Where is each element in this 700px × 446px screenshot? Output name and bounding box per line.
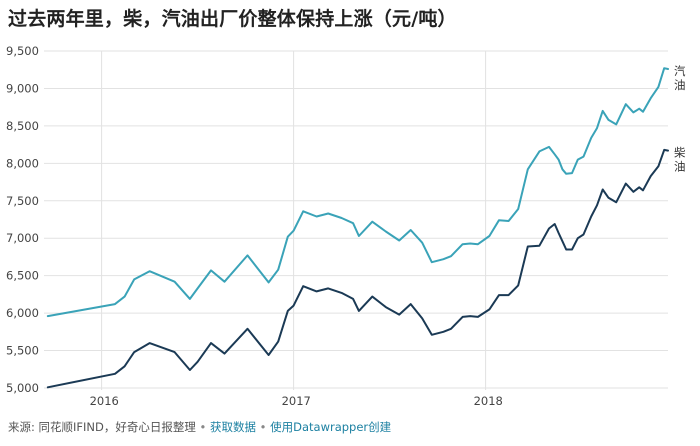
series-lines (46, 67, 669, 389)
y-tick-label: 9,000 (6, 81, 39, 95)
footer-bullet: • (199, 420, 207, 434)
get-data-link[interactable]: 获取数据 (210, 420, 256, 434)
series-end-label: 油 (674, 160, 686, 174)
y-tick-label: 9,500 (6, 44, 39, 58)
source-label: 来源: (8, 420, 35, 434)
y-tick-label: 5,500 (6, 344, 39, 358)
series-end-label: 汽 (674, 64, 686, 78)
series-line-diesel (46, 148, 669, 389)
series-line-gasoline (46, 67, 669, 318)
chart-title: 过去两年里，柴，汽油出厂价整体保持上涨（元/吨） (8, 8, 457, 30)
y-tick-label: 7,500 (6, 194, 39, 208)
x-tick-label: 2018 (474, 394, 503, 408)
y-tick-label: 6,500 (6, 269, 39, 283)
series-end-label: 柴 (674, 146, 686, 160)
y-tick-label: 5,000 (6, 381, 39, 395)
y-tick-label: 7,000 (6, 231, 39, 245)
x-tick-label: 2017 (282, 394, 311, 408)
x-tick-label: 2016 (90, 394, 119, 408)
y-tick-label: 8,500 (6, 119, 39, 133)
footer-bullet: • (259, 420, 267, 434)
y-tick-label: 6,000 (6, 306, 39, 320)
footer: 来源: 同花顺IFIND，好奇心日报整理 • 获取数据 • 使用Datawrap… (8, 419, 391, 435)
grid-lines (44, 50, 668, 390)
datawrapper-link[interactable]: 使用Datawrapper创建 (270, 420, 392, 434)
axis-labels: 5,000 5,500 6,000 6,500 7,000 7,500 8,000 8,500… (6, 44, 503, 408)
series-end-label: 油 (674, 78, 686, 92)
source-text: 同花顺IFIND，好奇心日报整理 (38, 420, 196, 434)
y-tick-label: 8,000 (6, 156, 39, 170)
